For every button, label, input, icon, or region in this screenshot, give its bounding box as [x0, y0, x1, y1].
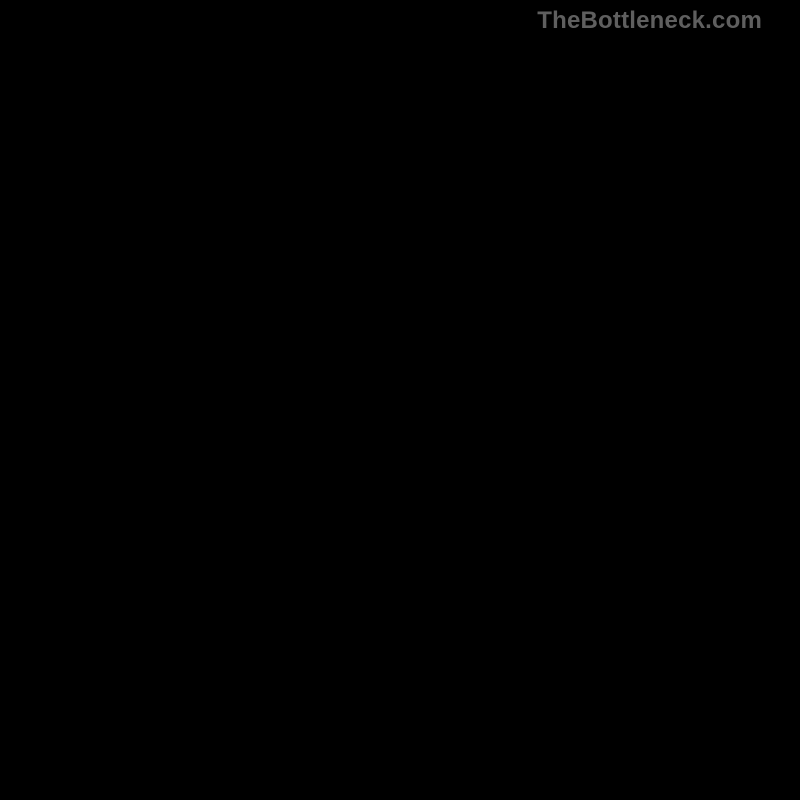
bottleneck-heatmap	[38, 38, 762, 762]
watermark-text: TheBottleneck.com	[537, 7, 762, 35]
heatmap-canvas	[38, 38, 762, 762]
